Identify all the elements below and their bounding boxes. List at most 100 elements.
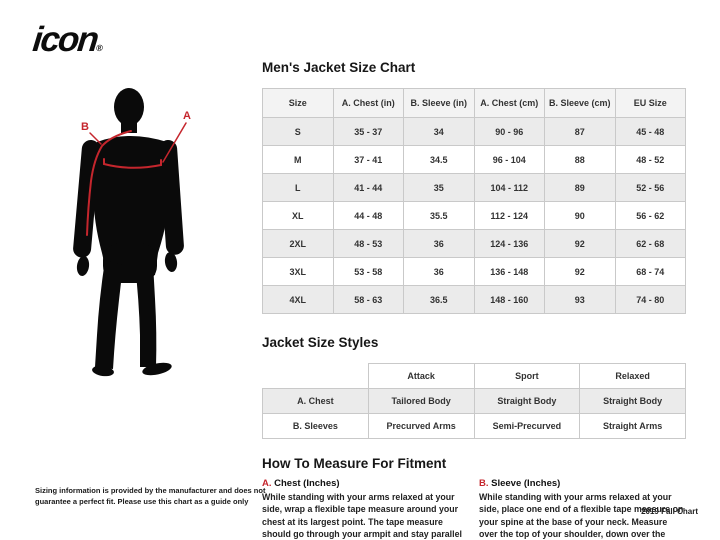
jacket-size-styles-section: Jacket Size Styles Attack Sport Relaxed …: [262, 335, 686, 439]
style-header-sport: Sport: [473, 363, 581, 389]
sleeve-measure-instructions: B. Sleeve (Inches) While standing with y…: [479, 478, 686, 540]
sleeve-measure-heading: B. Sleeve (Inches): [479, 478, 686, 489]
how-to-measure-title: How To Measure For Fitment: [262, 456, 447, 471]
size-cell: L: [262, 173, 334, 202]
size-cell: 2XL: [262, 229, 334, 258]
size-cell: 35 - 37: [332, 117, 404, 146]
style-header-attack: Attack: [367, 363, 475, 389]
size-cell: 37 - 41: [332, 145, 404, 174]
style-row-chest: A. Chest Tailored Body Straight Body Str…: [262, 388, 686, 414]
chest-measure-line: [103, 158, 162, 169]
size-cell: 53 - 58: [332, 257, 404, 286]
column-header-eu-size: EU Size: [614, 88, 686, 118]
column-header-chest-in: A. Chest (in): [332, 88, 404, 118]
size-cell: 34: [403, 117, 475, 146]
style-cell: B. Sleeves: [262, 413, 369, 439]
size-cell: 48 - 52: [614, 145, 686, 174]
jacket-size-styles-title: Jacket Size Styles: [262, 335, 379, 350]
style-cell: A. Chest: [262, 388, 369, 414]
label-a-leader-line: [162, 122, 187, 163]
size-row-m: M 37 - 41 34.5 96 - 104 88 48 - 52: [262, 145, 686, 174]
size-chart-table: Size A. Chest (in) B. Sleeve (in) A. Che…: [262, 88, 686, 314]
size-cell: 112 - 124: [473, 201, 545, 230]
chest-measure-heading: A. Chest (Inches): [262, 478, 469, 489]
style-cell: Straight Body: [473, 388, 581, 414]
size-cell: 3XL: [262, 257, 334, 286]
figure-label-a: A: [183, 110, 191, 122]
size-cell: XL: [262, 201, 334, 230]
size-chart-header-row: Size A. Chest (in) B. Sleeve (in) A. Che…: [262, 88, 686, 118]
style-header-relaxed: Relaxed: [579, 363, 686, 389]
size-cell: 90 - 96: [473, 117, 545, 146]
size-cell: 89: [544, 173, 616, 202]
column-header-sleeve-in: B. Sleeve (in): [403, 88, 475, 118]
style-cell: Tailored Body: [367, 388, 475, 414]
sleeve-heading-text: Sleeve (Inches): [488, 478, 561, 489]
size-row-l: L 41 - 44 35 104 - 112 89 52 - 56: [262, 173, 686, 202]
size-cell: 34.5: [403, 145, 475, 174]
size-cell: 35: [403, 173, 475, 202]
size-cell: 74 - 80: [614, 285, 686, 314]
chest-prefix: A.: [262, 478, 272, 489]
size-cell: 48 - 53: [332, 229, 404, 258]
jacket-size-styles-table: Attack Sport Relaxed A. Chest Tailored B…: [262, 363, 686, 439]
size-cell: 52 - 56: [614, 173, 686, 202]
size-cell: 92: [544, 229, 616, 258]
style-row-sleeves: B. Sleeves Precurved Arms Semi-Precurved…: [262, 413, 686, 439]
size-cell: S: [262, 117, 334, 146]
size-row-s: S 35 - 37 34 90 - 96 87 45 - 48: [262, 117, 686, 146]
column-header-size: Size: [262, 88, 334, 118]
size-cell: 44 - 48: [332, 201, 404, 230]
size-cell: 124 - 136: [473, 229, 545, 258]
figure-label-b: B: [81, 121, 89, 133]
size-row-4xl: 4XL 58 - 63 36.5 148 - 160 93 74 - 80: [262, 285, 686, 314]
size-cell: 92: [544, 257, 616, 286]
sizing-disclaimer: Sizing information is provided by the ma…: [35, 486, 266, 506]
chest-measure-body: While standing with your arms relaxed at…: [262, 492, 462, 539]
size-cell: 4XL: [262, 285, 334, 314]
how-to-measure-section: How To Measure For Fitment A. Chest (Inc…: [262, 456, 686, 540]
size-cell: 90: [544, 201, 616, 230]
size-row-2xl: 2XL 48 - 53 36 124 - 136 92 62 - 68: [262, 229, 686, 258]
content-column: Men's Jacket Size Chart Size A. Chest (i…: [262, 60, 686, 540]
size-row-3xl: 3XL 53 - 58 36 136 - 148 92 68 - 74: [262, 257, 686, 286]
size-cell: 62 - 68: [614, 229, 686, 258]
size-chart-title: Men's Jacket Size Chart: [262, 60, 416, 75]
size-cell: 58 - 63: [332, 285, 404, 314]
size-cell: 36: [403, 257, 475, 286]
style-cell: Semi-Precurved: [473, 413, 581, 439]
size-row-xl: XL 44 - 48 35.5 112 - 124 90 56 - 62: [262, 201, 686, 230]
size-cell: 104 - 112: [473, 173, 545, 202]
size-cell: 68 - 74: [614, 257, 686, 286]
sleeve-prefix: B.: [479, 478, 489, 489]
size-cell: 96 - 104: [473, 145, 545, 174]
style-header-blank: [262, 363, 369, 389]
column-header-sleeve-cm: B. Sleeve (cm): [544, 88, 616, 118]
size-cell: 45 - 48: [614, 117, 686, 146]
size-cell: 148 - 160: [473, 285, 545, 314]
style-cell: Straight Arms: [579, 413, 686, 439]
chest-measure-instructions: A. Chest (Inches) While standing with yo…: [262, 478, 469, 540]
size-cell: 41 - 44: [332, 173, 404, 202]
brand-logo-text: icon: [30, 20, 100, 59]
size-cell: 36.5: [403, 285, 475, 314]
size-cell: 136 - 148: [473, 257, 545, 286]
sleeve-measure-body: While standing with your arms relaxed at…: [479, 492, 684, 539]
body-silhouette-graphic: A B: [73, 88, 191, 377]
sleeve-measure-line: [86, 130, 132, 236]
size-cell: 36: [403, 229, 475, 258]
brand-logo: icon®: [30, 20, 105, 59]
registered-trademark-icon: ®: [95, 43, 104, 53]
style-header-row: Attack Sport Relaxed: [262, 363, 686, 389]
size-cell: 88: [544, 145, 616, 174]
size-cell: M: [262, 145, 334, 174]
chest-heading-text: Chest (Inches): [271, 478, 340, 489]
measurement-figure: A B: [55, 85, 245, 385]
label-b-leader-line: [89, 132, 102, 145]
style-cell: Precurved Arms: [367, 413, 475, 439]
style-cell: Straight Body: [579, 388, 686, 414]
size-cell: 87: [544, 117, 616, 146]
size-cell: 93: [544, 285, 616, 314]
size-cell: 35.5: [403, 201, 475, 230]
